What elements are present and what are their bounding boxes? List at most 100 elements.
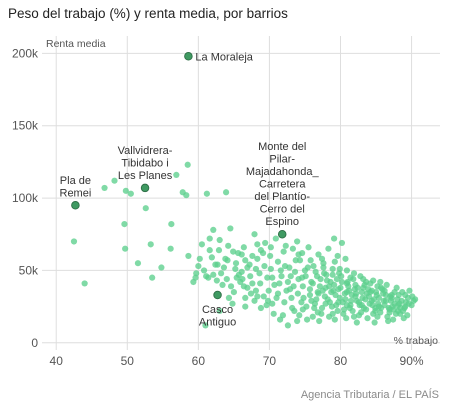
data-point <box>350 270 358 277</box>
data-point <box>283 287 290 294</box>
data-point <box>261 262 268 270</box>
data-point <box>200 267 208 274</box>
data-point <box>291 268 299 275</box>
data-point <box>240 283 247 290</box>
data-point <box>309 313 316 320</box>
data-point <box>223 275 230 283</box>
data-point <box>183 192 190 199</box>
data-point <box>279 312 287 319</box>
data-point <box>386 306 393 313</box>
data-point <box>334 307 341 315</box>
data-point <box>222 255 229 262</box>
annotation-label: Majadahonda_ <box>246 166 320 178</box>
data-point <box>227 225 234 232</box>
annotation-label: Antiguo <box>199 317 236 329</box>
data-point <box>364 315 371 322</box>
data-point <box>296 312 303 319</box>
data-point <box>385 317 392 325</box>
annotation-label: Carretera <box>259 179 306 191</box>
data-point <box>81 280 88 287</box>
data-point <box>249 252 256 260</box>
data-point <box>350 313 358 320</box>
data-point <box>290 283 297 290</box>
data-point <box>409 293 416 300</box>
data-point <box>375 294 382 302</box>
data-point <box>358 302 365 309</box>
axis-ticks: 0 50k 100k 150k 200k 40 50 60 70 80 90% <box>12 46 424 368</box>
x-tick-label: 60 <box>192 354 206 368</box>
x-tick-label: 90% <box>400 354 424 368</box>
data-point <box>244 264 251 271</box>
x-tick-label: 80 <box>334 354 348 368</box>
data-point <box>333 302 340 309</box>
data-point <box>198 241 206 248</box>
data-point <box>331 281 338 288</box>
data-point <box>289 304 296 312</box>
data-point <box>315 251 322 258</box>
annotation-label: del Plantío- <box>254 191 310 203</box>
highlight-point <box>140 183 150 193</box>
data-point <box>242 257 249 264</box>
data-point <box>406 287 413 294</box>
data-point <box>374 313 381 320</box>
data-point <box>352 281 359 288</box>
data-point <box>377 278 384 286</box>
data-point <box>247 273 254 280</box>
data-point <box>270 310 277 317</box>
data-point <box>127 190 134 197</box>
y-tick-label: 150k <box>12 119 39 133</box>
data-point <box>397 304 404 312</box>
data-point <box>323 271 330 278</box>
data-point <box>388 291 395 299</box>
data-point <box>272 235 279 242</box>
data-point <box>318 304 326 312</box>
data-point <box>299 306 306 313</box>
x-tick-label: 50 <box>121 354 135 368</box>
data-point <box>357 273 364 280</box>
data-points <box>70 161 419 329</box>
data-point <box>257 304 264 312</box>
data-point <box>264 297 272 304</box>
data-point <box>372 304 379 312</box>
annotation-label: Casco <box>202 304 233 316</box>
data-point <box>252 287 260 294</box>
data-point <box>294 238 301 245</box>
data-point <box>295 251 302 258</box>
data-point <box>343 289 350 296</box>
data-point <box>168 221 175 228</box>
data-point <box>257 280 264 287</box>
data-point <box>225 294 233 302</box>
data-point <box>377 304 385 312</box>
data-point <box>202 322 209 329</box>
data-point <box>371 319 378 326</box>
data-point <box>267 252 274 260</box>
x-tick-label: 70 <box>263 354 277 368</box>
data-point <box>381 287 388 294</box>
data-point <box>362 278 370 286</box>
annotation-label: Tibidabo i <box>121 157 168 169</box>
data-point <box>323 277 331 284</box>
data-point <box>222 189 230 196</box>
data-point <box>320 264 327 271</box>
data-point <box>134 260 142 267</box>
data-point <box>301 267 309 274</box>
data-point <box>254 293 261 300</box>
data-point <box>353 319 360 326</box>
data-point <box>360 284 367 291</box>
data-point <box>338 239 346 247</box>
data-point <box>345 283 352 290</box>
data-point <box>218 270 225 277</box>
data-point <box>249 280 256 287</box>
data-point <box>256 270 263 277</box>
data-point <box>216 307 223 315</box>
data-point <box>158 264 165 271</box>
data-point <box>330 287 337 294</box>
y-tick-label: 100k <box>12 191 39 205</box>
data-point <box>389 316 397 323</box>
data-point <box>316 317 323 325</box>
data-point <box>400 315 407 322</box>
data-point <box>294 290 301 297</box>
data-point <box>252 265 260 273</box>
data-point <box>208 254 215 261</box>
